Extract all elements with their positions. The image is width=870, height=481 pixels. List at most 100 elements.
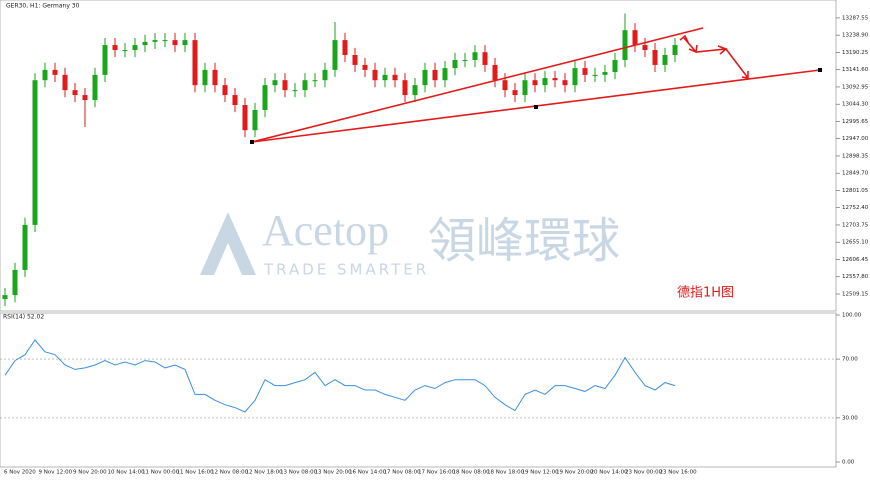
y-tick-label: 12995.65 bbox=[842, 119, 869, 125]
candle-body bbox=[232, 95, 238, 106]
candle-body bbox=[452, 59, 458, 69]
candle-body bbox=[512, 90, 518, 96]
annotation: 德指1H图 bbox=[677, 286, 734, 301]
candle-body bbox=[622, 30, 628, 60]
x-tick-label: 18 Nov 08:00 bbox=[453, 470, 491, 476]
plot: 12509.15 12557.80 12606.45 12655.10 12703.75… bbox=[0, 13, 869, 476]
x-tick-label: 9 Nov 20:00 bbox=[73, 470, 107, 476]
arrowhead bbox=[741, 71, 749, 79]
candle-body bbox=[132, 45, 138, 51]
watermark-brand: Acetop bbox=[262, 206, 389, 255]
candle-body bbox=[332, 40, 338, 70]
candle-body bbox=[72, 90, 78, 96]
candle-body bbox=[322, 69, 328, 81]
projection-arrow bbox=[683, 37, 749, 79]
candle-body bbox=[12, 269, 18, 296]
y-tick-label: 12849.70 bbox=[842, 171, 869, 177]
candle-body bbox=[582, 68, 588, 75]
candle-body bbox=[382, 74, 388, 81]
y-tick-label: 0.00 bbox=[842, 460, 855, 466]
candle-body bbox=[52, 69, 58, 75]
candle-body bbox=[602, 72, 608, 75]
candle-body bbox=[312, 80, 318, 82]
candle-body bbox=[202, 69, 208, 86]
candle-body bbox=[262, 85, 268, 110]
watermark: Acetop 領峰環球 TRADE SMARTER bbox=[200, 206, 620, 279]
anchor-point bbox=[534, 105, 538, 109]
logo-cut bbox=[214, 243, 242, 275]
x-tick-label: 10 Nov 14:00 bbox=[108, 470, 146, 476]
candle-body bbox=[82, 95, 88, 101]
x-tick-label: 13 Nov 20:00 bbox=[315, 470, 353, 476]
x-tick-label: 16 Nov 14:00 bbox=[349, 470, 387, 476]
y-tick-label: 12606.45 bbox=[842, 257, 869, 263]
candle-body bbox=[442, 68, 448, 81]
candle-body bbox=[392, 74, 398, 81]
candle-body bbox=[402, 80, 408, 96]
arrowhead bbox=[717, 45, 728, 55]
candle-body bbox=[492, 64, 498, 81]
candle-body bbox=[532, 80, 538, 86]
anchor-point bbox=[818, 68, 822, 72]
y-tick-label: 12752.40 bbox=[842, 205, 869, 211]
candle-body bbox=[172, 40, 178, 46]
candle-body bbox=[242, 105, 248, 131]
candle-body bbox=[352, 55, 358, 65]
candle-body bbox=[2, 295, 8, 300]
candle-body bbox=[562, 80, 568, 86]
candle-body bbox=[422, 69, 428, 86]
y-tick-label: 13092.95 bbox=[842, 84, 869, 90]
candle-body bbox=[342, 40, 348, 56]
candle-body bbox=[432, 69, 438, 81]
x-tick-label: 19 Nov 20:00 bbox=[556, 470, 594, 476]
candle-body bbox=[32, 80, 38, 225]
candle-body bbox=[672, 45, 678, 56]
candle-body bbox=[112, 45, 118, 51]
y-tick-label: 12557.80 bbox=[842, 274, 869, 280]
x-tick-label: 12 Nov 08:00 bbox=[211, 470, 249, 476]
y-tick-label: 12947.00 bbox=[842, 136, 869, 142]
y-tick-label: 12509.15 bbox=[842, 291, 869, 297]
candle-body bbox=[502, 80, 508, 91]
candle-body bbox=[42, 69, 48, 81]
y-tick-label: 30.00 bbox=[842, 415, 858, 421]
candle-body bbox=[552, 78, 558, 81]
arrowhead bbox=[679, 34, 689, 43]
rsi-title: RSI(14) 52.02 bbox=[3, 314, 44, 321]
candle-body bbox=[272, 80, 278, 86]
y-tick-label: 12655.10 bbox=[842, 240, 869, 246]
y-tick-label: 13287.55 bbox=[842, 15, 869, 21]
rsi-panel bbox=[0, 312, 837, 468]
candle-body bbox=[522, 80, 528, 96]
candle-body bbox=[632, 30, 638, 46]
y-tick-label: 12898.35 bbox=[842, 153, 869, 159]
candle-body bbox=[282, 80, 288, 91]
trend-line bbox=[251, 27, 704, 143]
x-tick-label: 17 Nov 08:00 bbox=[384, 470, 422, 476]
y-tick-label: 13044.30 bbox=[842, 102, 869, 108]
x-tick-label: 11 Nov 16:00 bbox=[177, 470, 215, 476]
x-tick-label: 18 Nov 18:00 bbox=[487, 470, 525, 476]
candle-body bbox=[182, 40, 188, 46]
arrowhead bbox=[688, 44, 698, 54]
candle-body bbox=[302, 80, 308, 91]
candle-body bbox=[152, 40, 158, 42]
x-tick-label: 17 Nov 16:00 bbox=[418, 470, 456, 476]
y-tick-label: 70.00 bbox=[842, 357, 858, 363]
y-tick-label: 12703.75 bbox=[842, 222, 869, 228]
y-tick-label: 13190.25 bbox=[842, 50, 869, 56]
x-tick-label: 20 Nov 14:00 bbox=[591, 470, 629, 476]
candle-body bbox=[122, 50, 128, 52]
y-tick-label: 12801.05 bbox=[842, 188, 869, 194]
candle-body bbox=[482, 52, 488, 65]
candle-body bbox=[592, 74, 598, 76]
x-tick-label: 12 Nov 18:00 bbox=[246, 470, 284, 476]
candle-body bbox=[462, 59, 468, 61]
candle-body bbox=[542, 78, 548, 86]
candle-body bbox=[372, 69, 378, 81]
y-tick-label: 13238.90 bbox=[842, 33, 869, 39]
candle-body bbox=[362, 64, 368, 70]
x-tick-label: 13 Nov 08:00 bbox=[280, 470, 318, 476]
candle-body bbox=[472, 52, 478, 60]
